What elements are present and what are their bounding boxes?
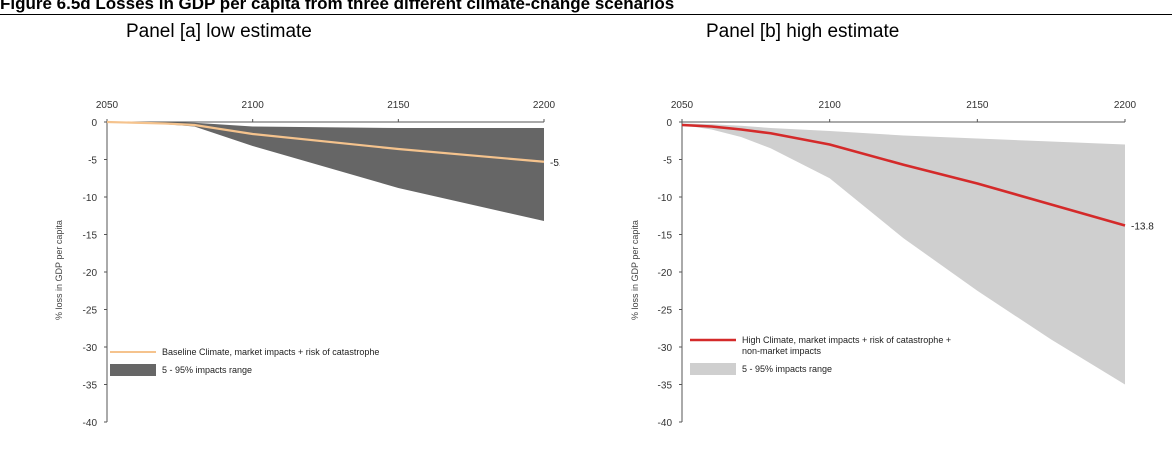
y-tick-label: -40 <box>658 418 673 429</box>
x-tick-label: 2150 <box>387 100 410 111</box>
y-tick-label: 0 <box>91 118 97 129</box>
chart-panel-b: 2050 2100 2150 2200 0 -5 -10 -15 -20 -25 -30 -35 -40… <box>630 100 1154 429</box>
y-tick-label: -5 <box>663 156 672 167</box>
y-tick-label: -35 <box>83 381 98 392</box>
y-tick-label: -30 <box>83 343 98 354</box>
x-tick-label: 2050 <box>96 100 119 111</box>
y-tick-label: -20 <box>658 268 673 279</box>
panel-b-title: Panel [b] high estimate <box>706 21 900 42</box>
central-estimate-line <box>681 123 1126 227</box>
impacts-range-band <box>682 123 1125 385</box>
y-tick-label: -20 <box>83 268 98 279</box>
end-value-label: -13.8 <box>1131 222 1154 233</box>
y-tick-label: -10 <box>83 193 98 204</box>
figure-title: Figure 6.5d Losses in GDP per capita fro… <box>0 0 675 13</box>
legend-band-label: 5 - 95% impacts range <box>162 365 252 375</box>
x-tick-label: 2200 <box>533 100 556 111</box>
y-tick-label: -35 <box>658 381 673 392</box>
y-tick-label: -25 <box>658 306 673 317</box>
chart-panel-a: 2050 2100 2150 2200 0 -5 -10 -15 -20 -25 -30 -35 -40… <box>54 100 560 429</box>
y-tick-label: -15 <box>83 231 98 242</box>
x-tick-label: 2200 <box>1114 100 1137 111</box>
panel-a-title: Panel [a] low estimate <box>126 21 312 42</box>
x-tick-label: 2100 <box>819 100 842 111</box>
x-tick-label: 2100 <box>242 100 265 111</box>
x-tick-label: 2050 <box>671 100 694 111</box>
top-rule <box>0 14 1172 15</box>
legend-band-label: 5 - 95% impacts range <box>742 364 832 374</box>
end-value-label: -5.3 <box>550 158 560 169</box>
y-tick-label: -5 <box>88 156 97 167</box>
y-tick-label: -25 <box>83 306 98 317</box>
y-tick-label: -40 <box>83 418 98 429</box>
y-axis-label: % loss in GDP per capita <box>54 220 64 320</box>
legend-line-label: Baseline Climate, market impacts + risk … <box>162 347 379 357</box>
legend-line-label: High Climate, market impacts + risk of c… <box>742 335 951 345</box>
y-axis-label: % loss in GDP per capita <box>630 220 640 320</box>
y-tick-label: 0 <box>666 118 672 129</box>
x-tick-label: 2150 <box>966 100 989 111</box>
y-tick-label: -15 <box>658 231 673 242</box>
legend-band-swatch <box>110 364 156 376</box>
legend-line-label: non-market impacts <box>742 346 822 356</box>
y-tick-label: -30 <box>658 343 673 354</box>
legend-band-swatch <box>690 363 736 375</box>
impacts-range-band <box>107 122 544 221</box>
central-estimate-line <box>106 120 545 163</box>
y-tick-label: -10 <box>658 193 673 204</box>
